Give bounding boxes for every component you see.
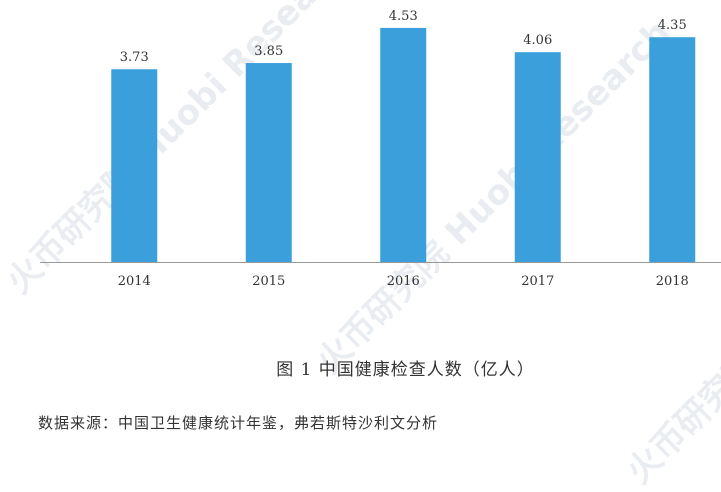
bar — [649, 37, 696, 263]
bar — [111, 69, 158, 262]
bar — [380, 27, 427, 263]
chart-title: 图 1 中国健康检查人数（亿人） — [276, 360, 535, 380]
x-tick-label: 2016 — [387, 274, 420, 289]
bar — [245, 63, 292, 262]
x-tick-label: 2015 — [252, 274, 285, 289]
data-source: 数据来源：中国卫生健康统计年鉴，弗若斯特沙利文分析 — [38, 414, 439, 432]
x-tick-label: 2018 — [656, 274, 689, 289]
data-label: 4.06 — [523, 33, 552, 48]
data-label: 4.53 — [389, 9, 418, 24]
data-label: 3.85 — [254, 44, 283, 59]
x-tick-label: 2017 — [521, 274, 554, 289]
x-tick-label: 2014 — [118, 274, 151, 289]
data-label: 3.73 — [120, 50, 149, 65]
bar-chart: 3.73 2014 3.85 2015 4.53 2016 4.06 2017 4.35 2018 — [40, 9, 721, 289]
data-label: 4.35 — [658, 18, 687, 33]
bar — [514, 52, 561, 262]
